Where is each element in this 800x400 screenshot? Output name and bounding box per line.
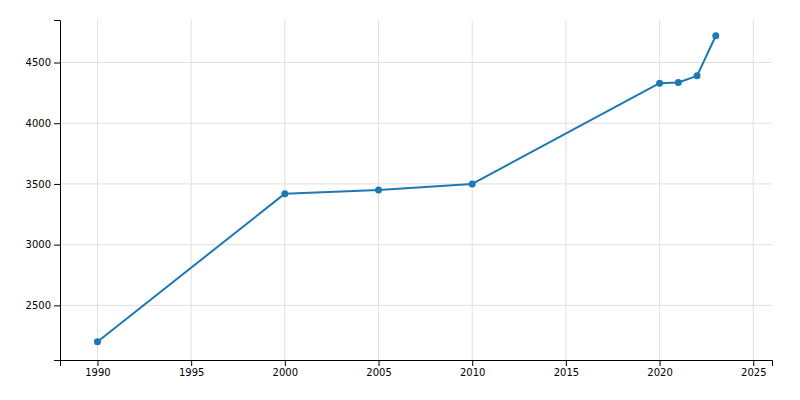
x-tick: 1990 bbox=[85, 360, 110, 378]
y-tick-label: 2500 bbox=[26, 300, 51, 311]
x-tick-mark bbox=[660, 360, 661, 366]
x-tick: 2005 bbox=[366, 360, 391, 378]
y-tick: 3000 bbox=[26, 239, 60, 250]
x-tick: 2020 bbox=[647, 360, 672, 378]
y-tick-label: 4000 bbox=[26, 118, 51, 129]
plot-area bbox=[94, 32, 719, 345]
y-tick-mark bbox=[54, 63, 60, 64]
y-tick-label: 4500 bbox=[26, 57, 51, 68]
y-tick: 3500 bbox=[26, 179, 60, 190]
y-tick: 2500 bbox=[26, 300, 60, 311]
y-grid-line bbox=[60, 62, 772, 63]
y-grid-line bbox=[60, 183, 772, 184]
x-tick-label: 1990 bbox=[85, 367, 110, 378]
y-tick-label: 3000 bbox=[26, 239, 51, 250]
x-tick-label: 2010 bbox=[460, 367, 485, 378]
point bbox=[281, 190, 288, 197]
x-tick: 2010 bbox=[460, 360, 485, 378]
y-axis-line bbox=[54, 21, 61, 361]
y-tick: 4500 bbox=[26, 57, 60, 68]
x-tick-label: 2020 bbox=[647, 367, 672, 378]
y-tick-mark bbox=[54, 245, 60, 246]
y-tick-mark bbox=[54, 305, 60, 306]
x-tick-mark bbox=[379, 360, 380, 366]
chart-svg: 1990 1995 2000 2005 2010 2015 2020 2025 2500 3000… bbox=[0, 0, 800, 400]
point bbox=[94, 338, 101, 345]
point bbox=[694, 72, 701, 79]
x-tick-mark bbox=[285, 360, 286, 366]
point bbox=[375, 187, 382, 194]
x-tick-mark bbox=[97, 360, 98, 366]
x-axis: 1990 1995 2000 2005 2010 2015 2020 2025 bbox=[61, 360, 773, 378]
x-grid-line bbox=[472, 20, 473, 360]
x-grid-line bbox=[565, 20, 566, 360]
x-grid-line bbox=[191, 20, 192, 360]
x-grid-line bbox=[97, 20, 98, 360]
y-grid-line bbox=[60, 123, 772, 124]
point bbox=[469, 180, 476, 187]
x-tick-label: 1995 bbox=[179, 367, 204, 378]
x-tick-mark bbox=[753, 360, 754, 366]
x-tick-label: 2000 bbox=[273, 367, 298, 378]
x-axis-line bbox=[61, 361, 773, 367]
y-tick-mark bbox=[54, 184, 60, 185]
y-axis: 2500 3000 3500 4000 4500 bbox=[26, 21, 61, 361]
x-grid-line bbox=[659, 20, 660, 360]
x-grid-line bbox=[284, 20, 285, 360]
x-tick-mark bbox=[472, 360, 473, 366]
x-tick-label: 2005 bbox=[366, 367, 391, 378]
x-tick: 2025 bbox=[741, 360, 766, 378]
x-tick-label: 2025 bbox=[741, 367, 766, 378]
x-tick-mark bbox=[191, 360, 192, 366]
point bbox=[712, 32, 719, 39]
x-grid-line bbox=[753, 20, 754, 360]
grid bbox=[60, 20, 772, 360]
x-tick: 1995 bbox=[179, 360, 204, 378]
point bbox=[656, 80, 663, 87]
x-tick: 2000 bbox=[273, 360, 298, 378]
y-tick: 4000 bbox=[26, 118, 60, 129]
y-grid-line bbox=[60, 305, 772, 306]
y-grid-line bbox=[60, 244, 772, 245]
x-tick-mark bbox=[566, 360, 567, 366]
y-tick-label: 3500 bbox=[26, 179, 51, 190]
x-tick: 2015 bbox=[554, 360, 579, 378]
line bbox=[97, 36, 715, 342]
chart-container: 1990 1995 2000 2005 2010 2015 2020 2025 2500 3000… bbox=[0, 0, 800, 400]
point bbox=[675, 79, 682, 86]
x-tick-label: 2015 bbox=[554, 367, 579, 378]
y-tick-mark bbox=[54, 123, 60, 124]
